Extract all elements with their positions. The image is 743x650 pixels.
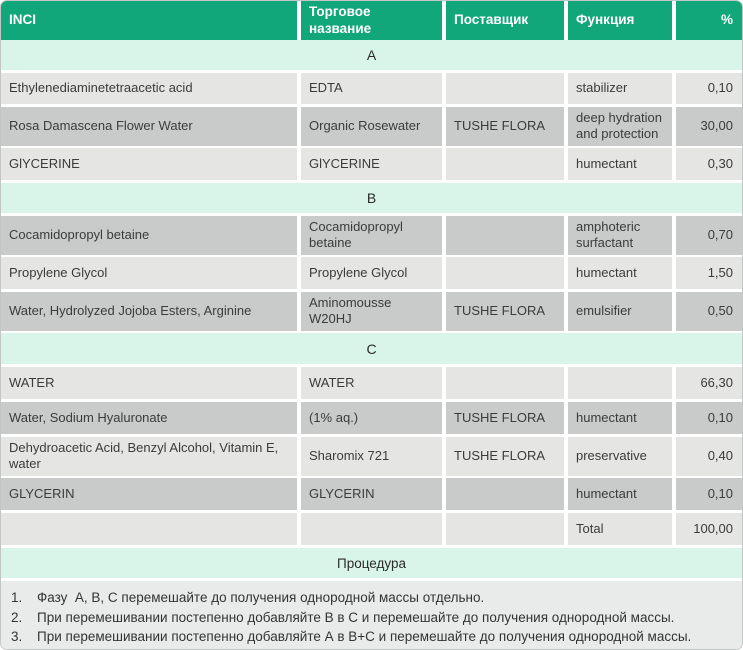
step-text: При перемешивании постепенно добавляйте … (37, 609, 675, 625)
cell-function: amphoteric surfactant (568, 216, 672, 255)
cell-inci: GLYCERIN (1, 478, 297, 510)
cell-inci: Ethylenediaminetetraacetic acid (1, 73, 297, 104)
cell-supplier (446, 257, 564, 289)
cell-supplier (446, 73, 564, 104)
table-row: Rosa Damascena Flower Water Organic Rose… (1, 107, 742, 146)
procedure-list: 1. Фазу А, В, С перемешайте до получения… (1, 581, 742, 649)
cell-inci: Water, Sodium Hyaluronate (1, 402, 297, 434)
cell-percent: 1,50 (676, 257, 742, 289)
total-percent: 100,00 (676, 513, 742, 545)
cell-inci: Dehydroacetic Acid, Benzyl Alcohol, Vita… (1, 437, 297, 476)
step-number: 1. (11, 589, 23, 605)
table-row: Cocamidopropyl betaine Cocamidopropyl be… (1, 216, 742, 255)
cell-supplier: TUSHE FLORA (446, 292, 564, 331)
header-cell-percent: % (676, 1, 742, 41)
cell-trade (301, 513, 442, 545)
procedure-step: 2. При перемешивании постепенно добавляй… (11, 610, 742, 625)
cell-percent: 0,70 (676, 216, 742, 255)
cell-function: deep hydration and protection (568, 107, 672, 146)
cell-inci: Rosa Damascena Flower Water (1, 107, 297, 146)
table-row: Water, Sodium Hyaluronate (1% aq.) TUSHE… (1, 402, 742, 434)
table-row: GLYCERIN GLYCERIN humectant 0,10 (1, 478, 742, 510)
cell-trade: EDTA (301, 73, 442, 104)
header-cell-inci: INCI (1, 1, 297, 41)
table-header-row: INCI Торговое название Поставщик Функция… (1, 1, 742, 41)
cell-supplier (446, 148, 564, 180)
cell-function: humectant (568, 257, 672, 289)
cell-percent: 0,30 (676, 148, 742, 180)
cell-supplier (446, 478, 564, 510)
step-text: Фазу А, В, С перемешайте до получения од… (37, 589, 485, 605)
table-row: Water, Hydrolyzed Jojoba Esters, Arginin… (1, 292, 742, 331)
cell-trade: Sharomix 721 (301, 437, 442, 476)
step-text: При перемешивании постепенно добавляйте … (37, 629, 692, 645)
cell-trade: Organic Rosewater (301, 107, 442, 146)
total-row: Total 100,00 (1, 513, 742, 545)
cell-inci (1, 513, 297, 545)
cell-function (568, 367, 672, 399)
cell-percent: 0,50 (676, 292, 742, 331)
cell-inci: Propylene Glycol (1, 257, 297, 289)
section-row-c: C (1, 333, 742, 364)
cell-inci: WATER (1, 367, 297, 399)
header-cell-trade-name: Торговое название (301, 1, 442, 41)
cell-function: emulsifier (568, 292, 672, 331)
procedure-title: Процедура (1, 548, 742, 578)
table-row: Propylene Glycol Propylene Glycol humect… (1, 257, 742, 289)
cell-supplier (446, 216, 564, 255)
cell-supplier: TUSHE FLORA (446, 437, 564, 476)
cell-supplier: TUSHE FLORA (446, 107, 564, 146)
cell-inci: GlYCERINE (1, 148, 297, 180)
procedure-step: 3. При перемешивании постепенно добавляй… (11, 629, 742, 644)
cell-function: preservative (568, 437, 672, 476)
table-row: Ethylenediaminetetraacetic acid EDTA sta… (1, 73, 742, 104)
cell-trade: GLYCERIN (301, 478, 442, 510)
cell-percent: 0,10 (676, 73, 742, 104)
section-row-a: A (1, 40, 742, 70)
cell-percent: 0,10 (676, 402, 742, 434)
step-number: 2. (11, 609, 23, 625)
cell-function: humectant (568, 478, 672, 510)
cell-inci: Water, Hydrolyzed Jojoba Esters, Arginin… (1, 292, 297, 331)
cell-percent: 30,00 (676, 107, 742, 146)
cell-function: humectant (568, 148, 672, 180)
table-row: GlYCERINE GlYCERINE humectant 0,30 (1, 148, 742, 180)
table-row: WATER WATER 66,30 (1, 367, 742, 399)
cell-inci: Cocamidopropyl betaine (1, 216, 297, 255)
cell-function: stabilizer (568, 73, 672, 104)
cell-trade: Propylene Glycol (301, 257, 442, 289)
cell-trade: WATER (301, 367, 442, 399)
header-cell-function: Функция (568, 1, 672, 41)
step-number: 3. (11, 629, 23, 645)
cell-trade: Cocamidopropyl betaine (301, 216, 442, 255)
cell-percent: 0,10 (676, 478, 742, 510)
cell-trade: GlYCERINE (301, 148, 442, 180)
section-row-b: B (1, 183, 742, 213)
table-row: Dehydroacetic Acid, Benzyl Alcohol, Vita… (1, 437, 742, 476)
cell-trade: (1% aq.) (301, 402, 442, 434)
total-label: Total (568, 513, 672, 545)
cell-supplier (446, 367, 564, 399)
cell-supplier (446, 513, 564, 545)
cell-supplier: TUSHE FLORA (446, 402, 564, 434)
cell-function: humectant (568, 402, 672, 434)
header-cell-supplier: Поставщик (446, 1, 564, 41)
cell-percent: 0,40 (676, 437, 742, 476)
procedure-step: 1. Фазу А, В, С перемешайте до получения… (11, 590, 742, 605)
cell-percent: 66,30 (676, 367, 742, 399)
cell-trade: Aminomousse W20HJ (301, 292, 442, 331)
